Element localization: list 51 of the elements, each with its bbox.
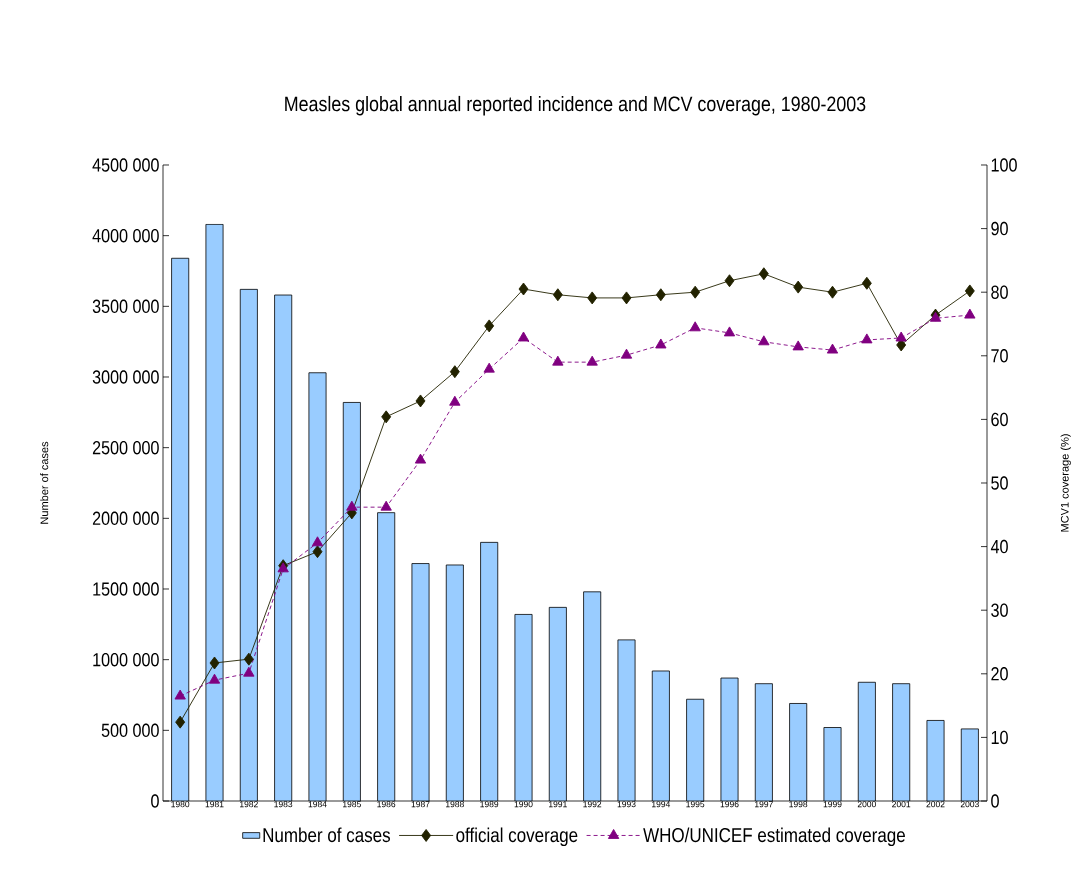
y-tick-label: 0	[151, 794, 159, 808]
x-tick-label: 2003	[960, 801, 979, 808]
legend-label: WHO/UNICEF estimated coverage	[643, 827, 905, 847]
x-tick-label: 1990	[514, 801, 533, 808]
y2-axis-title: MCV1 coverage (%)	[1060, 434, 1071, 532]
x-tick-label: 1992	[583, 801, 602, 808]
y-tick-label: 1500 000	[93, 582, 159, 596]
x-tick-label: 1991	[549, 801, 567, 808]
y2-tick-label: 90	[991, 221, 1008, 236]
y2-tick-label: 20	[991, 667, 1008, 681]
y2-tick-label: 40	[990, 539, 1008, 554]
x-tick-label: 1985	[343, 801, 361, 808]
x-tick-label: 1988	[446, 801, 464, 808]
x-tick-label: 1998	[789, 801, 808, 808]
y2-tick-label: 50	[991, 476, 1008, 490]
x-tick-label: 2000	[857, 801, 876, 808]
x-tick-label: 1980	[171, 801, 190, 808]
x-tick-label: 1995	[686, 801, 705, 808]
y-tick-label: 3000 000	[92, 370, 159, 384]
chart-title: Measles global annual reported incidence and MCV coverage, 1980-2003	[285, 95, 866, 116]
x-tick-label: 1983	[274, 801, 293, 808]
y2-tick-label: 60	[991, 412, 1008, 427]
x-tick-label: 1989	[480, 801, 499, 808]
x-tick-label: 1993	[617, 801, 636, 808]
y-tick-label: 2500 000	[92, 440, 159, 455]
y2-tick-label: 0	[991, 794, 999, 808]
y-axis-title: Number of cases	[40, 441, 49, 524]
x-tick-label: 1987	[411, 801, 430, 808]
y-tick-label: 4500 000	[92, 158, 159, 172]
x-tick-label: 1999	[823, 801, 842, 808]
x-tick-label: 1996	[720, 801, 739, 808]
y2-tick-label: 100	[991, 158, 1017, 172]
x-tick-label: 1994	[652, 801, 671, 808]
y2-tick-label: 10	[991, 730, 1008, 745]
y-tick-label: 1000 000	[93, 652, 159, 667]
y2-tick-label: 70	[991, 349, 1008, 363]
x-tick-label: 2002	[926, 801, 945, 808]
y-tick-label: 3500 000	[92, 299, 159, 314]
y2-tick-label: 80	[991, 285, 1008, 299]
y-tick-label: 4000 000	[92, 228, 159, 243]
x-tick-label: 1981	[205, 801, 224, 808]
x-tick-label: 1986	[377, 801, 396, 808]
y-tick-label: 500 000	[101, 723, 159, 738]
y-tick-label: 2000 000	[92, 511, 159, 526]
x-tick-label: 1997	[755, 801, 773, 808]
x-tick-label: 1984	[308, 801, 327, 808]
x-tick-label: 1982	[240, 801, 258, 808]
y2-tick-label: 30	[991, 603, 1008, 617]
x-tick-label: 2001	[892, 801, 911, 808]
legend-label: Number of cases	[263, 827, 391, 843]
legend-label: official coverage	[456, 827, 578, 847]
